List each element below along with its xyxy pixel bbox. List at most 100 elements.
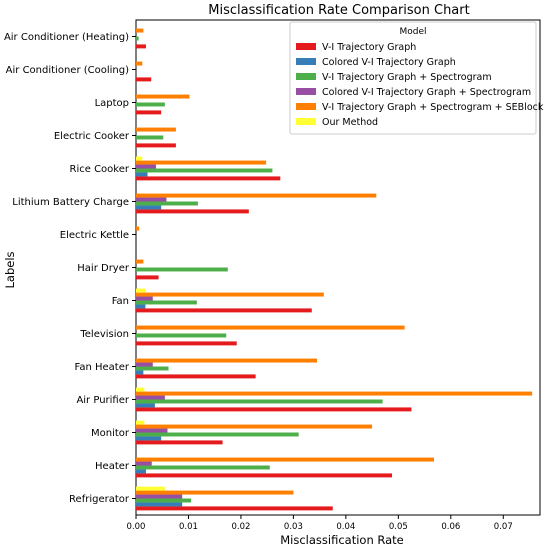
plot-area: Air Conditioner (Heating) Air Conditioner… bbox=[4, 19, 541, 532]
bar bbox=[136, 143, 176, 148]
x-tick-label: 0.07 bbox=[494, 522, 513, 532]
bar bbox=[136, 308, 312, 313]
bar bbox=[136, 61, 143, 66]
bar bbox=[136, 102, 165, 107]
y-tick-label: Hair Dryer bbox=[77, 263, 130, 274]
bar bbox=[136, 209, 249, 214]
bar bbox=[136, 362, 153, 367]
bar bbox=[136, 424, 373, 429]
y-tick-label: Television bbox=[79, 329, 129, 340]
legend-swatch bbox=[296, 118, 316, 125]
y-tick-label: Refrigerator bbox=[69, 494, 130, 505]
bar bbox=[136, 300, 197, 305]
bar bbox=[136, 502, 183, 507]
bar bbox=[136, 267, 228, 272]
legend-entry: Our Method bbox=[322, 117, 378, 128]
bar bbox=[136, 428, 168, 433]
legend-swatch bbox=[296, 58, 316, 65]
bar bbox=[136, 436, 162, 441]
bar bbox=[136, 44, 146, 49]
bar bbox=[136, 164, 156, 169]
bar bbox=[136, 370, 144, 375]
x-tick-label: 0.06 bbox=[441, 522, 460, 532]
bar bbox=[136, 160, 267, 165]
legend-swatch bbox=[296, 73, 316, 80]
bar bbox=[136, 172, 148, 177]
bar bbox=[136, 275, 159, 280]
legend-entry: Colored V-I Trajectory Graph + Spectrogr… bbox=[322, 87, 531, 98]
bar bbox=[136, 201, 198, 206]
legend-entry: V-I Trajectory Graph bbox=[322, 42, 416, 53]
bar bbox=[136, 77, 152, 82]
bar bbox=[136, 288, 146, 293]
bar bbox=[136, 127, 176, 132]
x-tick-label: 0.02 bbox=[231, 522, 250, 532]
bar bbox=[136, 226, 140, 231]
bar bbox=[136, 420, 145, 425]
bar bbox=[136, 94, 190, 99]
legend-entry: Colored V-I Trajectory Graph bbox=[322, 57, 456, 68]
y-tick-label: Fan bbox=[112, 296, 129, 307]
bar bbox=[136, 333, 227, 338]
y-tick-label: Air Purifier bbox=[76, 395, 129, 406]
bar bbox=[136, 374, 256, 379]
x-axis-label: Misclassification Rate bbox=[280, 533, 404, 547]
y-tick-label: Air Conditioner (Heating) bbox=[4, 32, 129, 43]
legend-entry: V-I Trajectory Graph + Spectrogram + SEB… bbox=[322, 102, 544, 113]
bar bbox=[136, 156, 143, 161]
legend: Model V-I Trajectory Graph Colored V-I Tra… bbox=[289, 21, 544, 135]
bar bbox=[136, 168, 273, 173]
bar bbox=[136, 473, 393, 478]
legend-box bbox=[289, 21, 537, 135]
x-tick-label: 0.03 bbox=[284, 522, 303, 532]
bar bbox=[136, 395, 165, 400]
y-tick-label: Electric Cooker bbox=[54, 131, 130, 142]
bar bbox=[136, 387, 145, 392]
bar bbox=[136, 490, 294, 495]
y-axis-label: Labels bbox=[3, 251, 17, 288]
bar bbox=[136, 296, 153, 301]
y-tick-label: Monitor bbox=[91, 428, 130, 439]
bar bbox=[136, 110, 162, 115]
y-tick-label: Laptop bbox=[95, 98, 129, 109]
bar bbox=[136, 292, 324, 297]
legend-entry: V-I Trajectory Graph + Spectrogram bbox=[322, 72, 492, 83]
x-tick-label: 0.04 bbox=[336, 522, 355, 532]
legend-swatch bbox=[296, 103, 316, 110]
x-tick-label: 0.05 bbox=[389, 522, 408, 532]
y-tick-label: Lithium Battery Charge bbox=[12, 197, 129, 208]
bar bbox=[136, 358, 318, 363]
chart-title: Misclassification Rate Comparison Chart bbox=[208, 3, 469, 18]
legend-swatch bbox=[296, 88, 316, 95]
bar bbox=[136, 465, 270, 470]
y-tick-label: Electric Kettle bbox=[60, 230, 129, 241]
y-tick-label: Rice Cooker bbox=[70, 164, 130, 175]
bar bbox=[136, 469, 146, 474]
x-tick-label: 0.01 bbox=[179, 522, 198, 532]
bar bbox=[136, 366, 169, 371]
bar bbox=[136, 461, 152, 466]
y-tick-label: Air Conditioner (Cooling) bbox=[6, 65, 129, 76]
bar bbox=[136, 506, 333, 511]
bar bbox=[136, 498, 192, 503]
bar bbox=[136, 36, 139, 41]
bar bbox=[136, 494, 183, 499]
bar bbox=[136, 205, 162, 210]
bar bbox=[136, 432, 299, 437]
bar bbox=[136, 407, 412, 412]
bar bbox=[136, 325, 405, 330]
bar bbox=[136, 304, 146, 309]
bar bbox=[136, 193, 377, 198]
bar bbox=[136, 391, 533, 396]
bar bbox=[136, 457, 435, 462]
x-tick-label: 0.00 bbox=[127, 522, 146, 532]
bar bbox=[136, 197, 167, 202]
bar bbox=[136, 403, 155, 408]
bar bbox=[136, 486, 165, 491]
bar bbox=[136, 28, 144, 33]
legend-swatch bbox=[296, 43, 316, 50]
y-tick-label: Heater bbox=[95, 461, 130, 472]
bar bbox=[136, 259, 144, 264]
legend-title: Model bbox=[399, 27, 426, 37]
bar bbox=[136, 176, 281, 181]
